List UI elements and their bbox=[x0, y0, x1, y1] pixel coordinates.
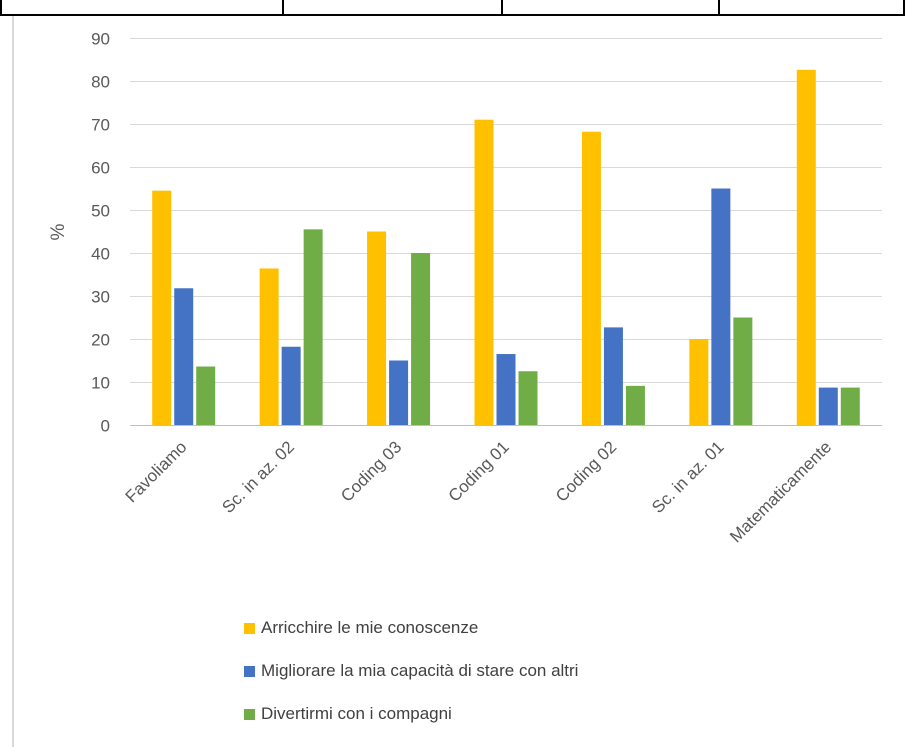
x-tick-label: Favoliamo bbox=[122, 437, 191, 506]
bar bbox=[281, 346, 301, 425]
bar bbox=[152, 190, 172, 425]
x-tick-label: Sc. in az. 02 bbox=[218, 437, 298, 517]
y-tick-label: 0 bbox=[101, 417, 110, 436]
bar bbox=[818, 387, 838, 425]
y-tick-label: 60 bbox=[91, 159, 110, 178]
legend-swatch bbox=[244, 622, 255, 634]
legend: Arricchire le mie conoscenze Migliorare … bbox=[244, 617, 578, 746]
bar bbox=[259, 268, 279, 425]
bar bbox=[411, 253, 431, 425]
x-tick-label: Coding 02 bbox=[552, 437, 620, 505]
legend-label: Divertirmi con i compagni bbox=[261, 704, 452, 723]
bar bbox=[518, 371, 538, 425]
y-tick-label: 10 bbox=[91, 374, 110, 393]
bar bbox=[625, 385, 645, 425]
x-tick-label: Coding 01 bbox=[445, 437, 513, 505]
bar bbox=[367, 231, 387, 425]
bar bbox=[689, 339, 709, 425]
y-tick-label: 50 bbox=[91, 202, 110, 221]
table-border-strip bbox=[0, 0, 905, 16]
bar bbox=[840, 387, 860, 425]
legend-label: Arricchire le mie conoscenze bbox=[261, 618, 479, 637]
legend-item: Arricchire le mie conoscenze bbox=[244, 617, 578, 639]
y-tick-label: 20 bbox=[91, 331, 110, 350]
y-tick-label: 30 bbox=[91, 288, 110, 307]
table-cell-border bbox=[501, 0, 503, 14]
bar bbox=[581, 131, 601, 426]
bar bbox=[389, 360, 409, 425]
bar bbox=[733, 317, 753, 425]
bar bbox=[711, 188, 731, 425]
table-cell-border bbox=[282, 0, 284, 14]
table-bottom-border bbox=[0, 14, 905, 16]
y-tick-label: 70 bbox=[91, 116, 110, 135]
bar bbox=[496, 354, 516, 425]
legend-item: Divertirmi con i compagni bbox=[244, 703, 578, 725]
x-axis-ticks: Favoliamo Sc. in az. 02 Coding 03 Coding 01… bbox=[122, 437, 835, 546]
y-tick-label: 40 bbox=[91, 245, 110, 264]
legend-item: Migliorare la mia capacità di stare con … bbox=[244, 660, 578, 682]
bar bbox=[796, 69, 816, 425]
table-cell-border bbox=[903, 0, 905, 14]
bar bbox=[603, 327, 623, 425]
y-tick-label: 80 bbox=[91, 73, 110, 92]
table-cell-border bbox=[718, 0, 720, 14]
y-axis-label: % bbox=[48, 223, 69, 240]
bar bbox=[174, 288, 194, 425]
y-axis-ticks: 0 10 20 30 40 50 60 70 80 90 bbox=[91, 30, 110, 436]
legend-swatch bbox=[244, 665, 255, 677]
bar bbox=[303, 229, 323, 425]
bar bbox=[474, 119, 494, 425]
legend-swatch bbox=[244, 708, 255, 720]
bar bbox=[196, 366, 216, 425]
legend-label: Migliorare la mia capacità di stare con … bbox=[261, 661, 579, 680]
y-tick-label: 90 bbox=[91, 30, 110, 49]
chart-frame bbox=[12, 16, 905, 747]
x-tick-label: Matematicamente bbox=[726, 437, 835, 546]
x-tick-label: Sc. in az. 01 bbox=[648, 437, 728, 517]
bars bbox=[152, 69, 860, 426]
gridlines bbox=[130, 38, 882, 426]
table-cell-border bbox=[0, 0, 2, 14]
x-tick-label: Coding 03 bbox=[337, 437, 405, 505]
